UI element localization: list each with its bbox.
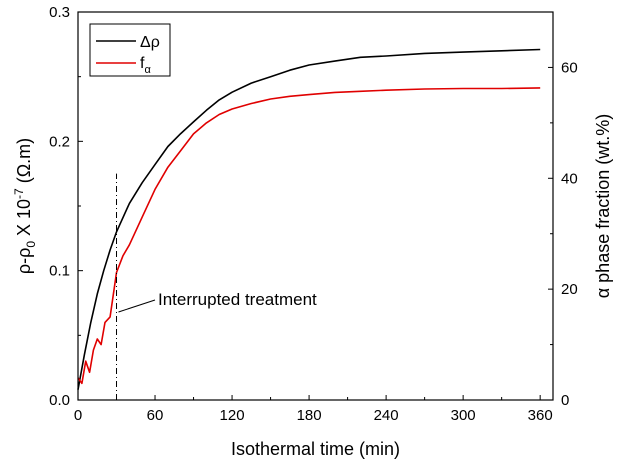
series-layer [77,48,541,390]
series-line-f-alpha [77,87,541,385]
y-tick-label-0.2: 0.2 [49,133,70,150]
series-line-delta-rho [77,48,541,390]
y-axis-title-end: (Ω.m) [14,138,34,188]
x-tick-label-60: 60 [147,407,164,424]
legend-label-f-alpha: fα [140,55,151,76]
x-tick-label-120: 120 [220,407,245,424]
x-tick-label-360: 360 [528,407,553,424]
y-axis-title-sub: 0 [24,241,38,248]
x-axis-title: Isothermal time (min) [231,439,400,459]
legend: Δρ fα [89,23,171,77]
x-tick-label-240: 240 [374,407,399,424]
plot-frame [77,11,554,401]
legend-label-f-alpha-base: f [140,55,145,72]
y-tick-label-0.1: 0.1 [49,263,70,280]
y2-axis-title: α phase fraction (wt.%) [593,114,613,298]
annotation: Interrupted treatment [116,173,317,400]
y-axis-title-mid: X 10 [14,199,34,241]
legend-label-f-alpha-sub: α [144,64,151,76]
x-tick-label-300: 300 [451,407,476,424]
tick-labels: 0 60 120 180 240 300 360 0.0 0.1 0.2 0.3 0 20 40 60 [49,4,578,424]
y2-tick-label-40: 40 [561,170,578,187]
legend-box [89,23,171,77]
y-tick-label-0.0: 0.0 [49,392,70,409]
x-tick-label-0: 0 [74,407,82,424]
annotation-label: Interrupted treatment [158,290,317,309]
legend-label-delta-rho: Δρ [140,34,160,51]
y-axis-title: ρ-ρ0 X 10-7 (Ω.m) [12,138,38,274]
annotation-pointer [118,299,156,313]
y-tick-label-0.3: 0.3 [49,4,70,21]
y2-tick-label-60: 60 [561,59,578,76]
y2-tick-label-20: 20 [561,281,578,298]
y2-tick-label-0: 0 [561,392,569,409]
y-axis-title-base: ρ-ρ [14,248,34,274]
x-tick-label-180: 180 [297,407,322,424]
y-axis-title-sup: -7 [12,188,26,199]
